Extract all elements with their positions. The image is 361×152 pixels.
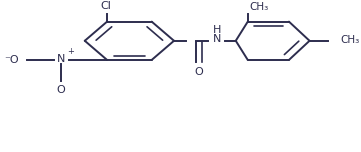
Text: CH₃: CH₃	[340, 35, 360, 45]
Text: H: H	[213, 25, 221, 35]
Text: O: O	[195, 67, 203, 77]
Text: +: +	[67, 47, 74, 56]
Text: N: N	[213, 34, 221, 44]
Text: N: N	[57, 54, 65, 64]
Text: O: O	[56, 85, 65, 95]
Text: CH₃: CH₃	[249, 2, 268, 12]
Text: ⁻O: ⁻O	[5, 55, 19, 65]
Text: Cl: Cl	[100, 1, 111, 11]
